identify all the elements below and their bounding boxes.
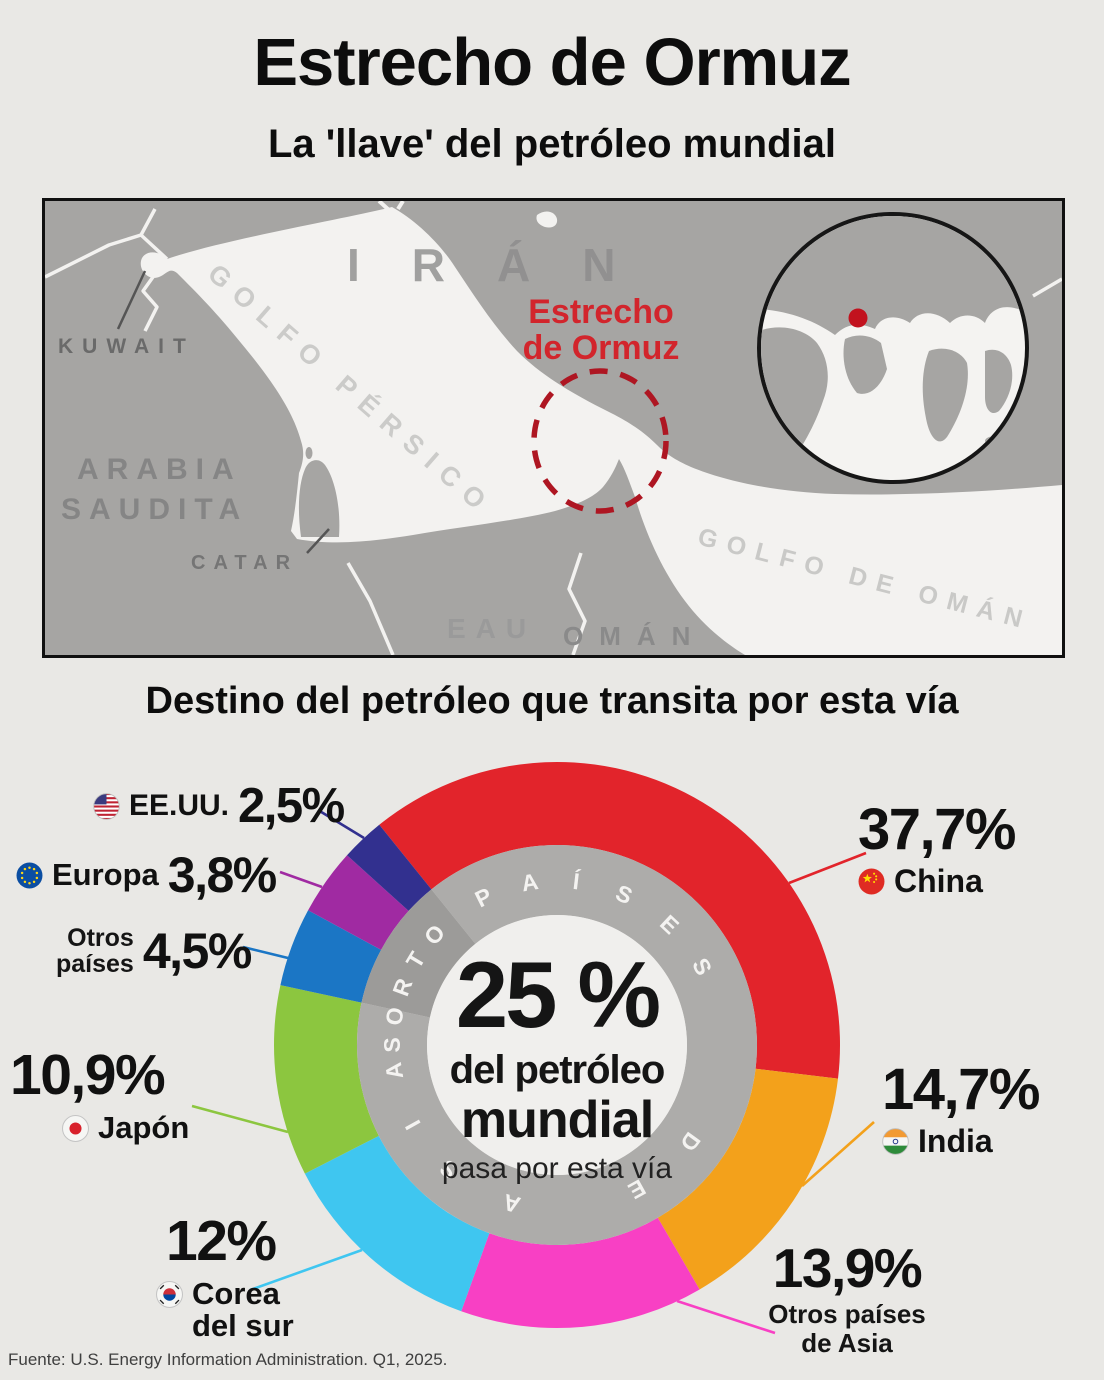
segment-otros-pa-ses	[280, 910, 382, 1003]
ring-letter: A	[500, 1189, 523, 1219]
map-label-arabia-2: SAUDITA	[61, 493, 248, 526]
label-corea: 12% Corea del sur	[156, 1208, 294, 1341]
map-label-arabia-1: ARABIA	[77, 453, 242, 486]
leader-line-otros-pa-ses	[242, 945, 289, 960]
label-otros-paises: Otros países 4,5%	[56, 922, 252, 980]
globe-india	[922, 348, 968, 442]
globe-inset	[757, 212, 1029, 484]
leader-line-ee-uu-	[317, 808, 365, 840]
segment-otros-pa-ses-de-asia	[461, 1217, 700, 1328]
donut-center-circle	[427, 915, 687, 1175]
globe-se-asia	[985, 349, 1013, 414]
japan-flag-icon	[62, 1114, 89, 1142]
donut-center-text: 25 % del petróleo mundial pasa por esta …	[407, 948, 707, 1184]
center-value: 25 %	[455, 942, 661, 1047]
segment-china	[379, 762, 840, 1079]
gulf-water	[140, 207, 1062, 655]
map-canvas: IRÁN KUWAIT ARABIA SAUDITA CATAR EAU OMÁ…	[45, 201, 1062, 655]
label-europa-value: 3,8%	[167, 847, 277, 903]
qatar-peninsula	[298, 460, 340, 537]
leader-line-europa	[279, 870, 323, 889]
ring-letter: S	[379, 1037, 405, 1052]
label-china: 37,7% China	[858, 796, 1016, 900]
south-korea-flag-icon	[156, 1281, 183, 1308]
map-label-kuwait: KUWAIT	[58, 335, 195, 358]
map-label-oman: OMÁN	[563, 621, 706, 651]
globe-eurasia	[761, 216, 1025, 335]
label-japon-name: Japón	[98, 1110, 190, 1145]
persian-gulf-map: IRÁN KUWAIT ARABIA SAUDITA CATAR EAU OMÁ…	[42, 198, 1065, 658]
map-label-eau: EAU	[447, 613, 536, 644]
center-line3: pasa por esta vía	[441, 1152, 673, 1185]
center-line2: mundial	[460, 1091, 654, 1149]
label-us-name: EE.UU.	[129, 789, 230, 822]
label-otros-asia: 13,9% Otros países de Asia	[742, 1236, 952, 1358]
bahrain-island	[305, 447, 313, 459]
ring-otros-arc	[361, 889, 476, 1018]
strait-label-line2: de Ormuz	[523, 329, 680, 367]
country-borders	[45, 208, 1062, 655]
label-otros-asia-name: Otros países de Asia	[768, 1299, 926, 1359]
us-flag-icon	[93, 792, 120, 820]
label-us: EE.UU. 2,5%	[93, 778, 345, 834]
label-india-value: 14,7%	[882, 1057, 1040, 1122]
label-europa: Europa 3,8%	[16, 846, 277, 904]
segment-europa	[308, 855, 409, 950]
section-title: Destino del petróleo que transita por es…	[145, 680, 959, 722]
leader-line-corea-del-sur	[249, 1248, 363, 1292]
eu-flag-icon	[16, 862, 43, 888]
leader-line-otros-pa-ses-de-asia	[676, 1299, 776, 1335]
ring-letter: Í	[572, 867, 582, 895]
center-line1: del petróleo	[449, 1048, 666, 1092]
label-china-name: China	[894, 863, 983, 899]
segment-ee-uu-	[347, 824, 432, 911]
label-india-name: India	[918, 1123, 993, 1159]
label-india: 14,7% India	[882, 1056, 1040, 1160]
leader-line-china	[788, 851, 867, 885]
label-otros-paises-name: Otros países	[56, 923, 134, 978]
label-corea-name: Corea del sur	[192, 1276, 294, 1343]
leader-line-india	[801, 1121, 875, 1187]
label-otros-paises-value: 4,5%	[142, 923, 252, 979]
lake-shape	[536, 211, 558, 228]
label-japon: 10,9% Japón	[10, 1042, 189, 1146]
ring-asia-arc	[357, 845, 757, 1245]
ring-letter: A	[519, 868, 540, 896]
page-subtitle: La 'llave' del petróleo mundial	[267, 122, 837, 166]
strait-highlight-circle	[531, 368, 669, 514]
china-flag-icon	[858, 868, 885, 895]
label-corea-value: 12%	[166, 1209, 277, 1273]
segment-corea-del-sur	[304, 1135, 490, 1312]
ring-letter: A	[380, 1061, 408, 1081]
map-label-iran: IRÁN	[347, 239, 667, 291]
segment-jap-n	[274, 985, 379, 1174]
leader-line-jap-n	[191, 1104, 289, 1134]
map-label-catar: CATAR	[191, 552, 298, 574]
page-title: Estrecho de Ormuz	[253, 25, 851, 100]
source-note: Fuente: U.S. Energy Information Administ…	[8, 1350, 448, 1369]
map-pointer-lines	[116, 270, 330, 554]
river-lines	[377, 201, 405, 213]
label-europa-name: Europa	[52, 857, 159, 892]
label-china-value: 37,7%	[858, 797, 1016, 862]
label-japon-value: 10,9%	[10, 1043, 166, 1107]
india-flag-icon	[882, 1128, 909, 1155]
strait-label-line1: Estrecho	[528, 293, 674, 331]
label-otros-asia-value: 13,9%	[772, 1237, 923, 1299]
globe-arabia	[843, 335, 887, 394]
label-us-value: 2,5%	[238, 779, 345, 833]
segment-india	[657, 1068, 838, 1290]
globe-location-dot	[848, 308, 868, 328]
ring-letter: O	[380, 1005, 409, 1027]
